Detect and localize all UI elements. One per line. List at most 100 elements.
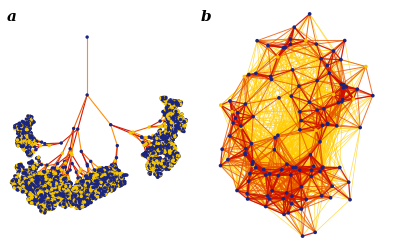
Point [29, 196, 36, 200]
Point [36, 189, 42, 193]
Point [48, 182, 54, 186]
Point [16, 142, 22, 146]
Point [242, 151, 248, 155]
Point [41, 192, 48, 196]
Point [58, 194, 64, 198]
Point [172, 126, 179, 130]
Point [51, 189, 57, 193]
Point [363, 64, 369, 68]
Point [52, 196, 58, 200]
Point [42, 186, 48, 190]
Point [92, 186, 98, 190]
Point [88, 189, 95, 193]
Point [22, 146, 28, 150]
Point [120, 179, 126, 183]
Point [18, 168, 24, 172]
Point [94, 184, 100, 188]
Point [47, 186, 53, 190]
Point [52, 186, 58, 190]
Point [26, 188, 32, 192]
Point [155, 146, 162, 150]
Point [153, 172, 160, 176]
Point [84, 194, 91, 198]
Point [168, 150, 175, 154]
Point [46, 178, 52, 182]
Point [46, 201, 52, 205]
Point [20, 126, 26, 130]
Point [30, 184, 37, 188]
Point [53, 186, 60, 190]
Point [38, 185, 44, 189]
Point [113, 177, 120, 181]
Point [72, 183, 79, 187]
Point [94, 184, 100, 188]
Point [16, 138, 22, 142]
Point [170, 146, 177, 150]
Point [112, 173, 118, 177]
Point [32, 174, 38, 178]
Point [44, 184, 50, 188]
Point [40, 189, 46, 193]
Point [47, 177, 53, 181]
Point [45, 173, 52, 177]
Point [39, 179, 45, 183]
Point [27, 186, 33, 190]
Point [92, 192, 99, 196]
Point [71, 195, 77, 199]
Point [47, 205, 54, 209]
Point [86, 200, 92, 204]
Point [18, 125, 25, 129]
Point [55, 192, 61, 196]
Point [58, 168, 64, 172]
Point [61, 190, 68, 194]
Point [49, 190, 55, 194]
Point [42, 177, 48, 181]
Point [166, 132, 172, 136]
Point [42, 195, 49, 199]
Point [26, 118, 32, 122]
Point [48, 202, 54, 206]
Point [52, 186, 59, 190]
Point [67, 191, 74, 195]
Point [164, 116, 170, 120]
Point [47, 178, 53, 182]
Point [40, 190, 46, 194]
Point [173, 124, 180, 128]
Point [153, 152, 160, 156]
Point [26, 121, 32, 125]
Point [94, 183, 100, 187]
Point [37, 171, 43, 175]
Point [32, 174, 38, 178]
Point [51, 203, 57, 207]
Point [170, 143, 176, 147]
Point [170, 130, 177, 134]
Point [101, 166, 107, 170]
Point [47, 184, 53, 188]
Point [82, 174, 89, 178]
Point [90, 186, 97, 190]
Point [21, 180, 27, 184]
Point [24, 173, 30, 177]
Point [45, 202, 51, 206]
Point [114, 182, 121, 186]
Point [42, 180, 49, 184]
Point [59, 184, 65, 188]
Point [30, 164, 36, 168]
Point [122, 180, 128, 184]
Point [30, 196, 36, 200]
Point [78, 185, 84, 189]
Point [30, 174, 36, 178]
Point [21, 136, 28, 140]
Point [92, 184, 98, 188]
Point [178, 119, 184, 123]
Point [43, 196, 50, 200]
Point [106, 178, 112, 182]
Point [60, 187, 67, 191]
Point [166, 136, 172, 140]
Point [154, 148, 160, 152]
Point [151, 144, 157, 148]
Point [38, 197, 44, 201]
Point [30, 189, 36, 193]
Point [161, 133, 168, 137]
Point [152, 146, 158, 150]
